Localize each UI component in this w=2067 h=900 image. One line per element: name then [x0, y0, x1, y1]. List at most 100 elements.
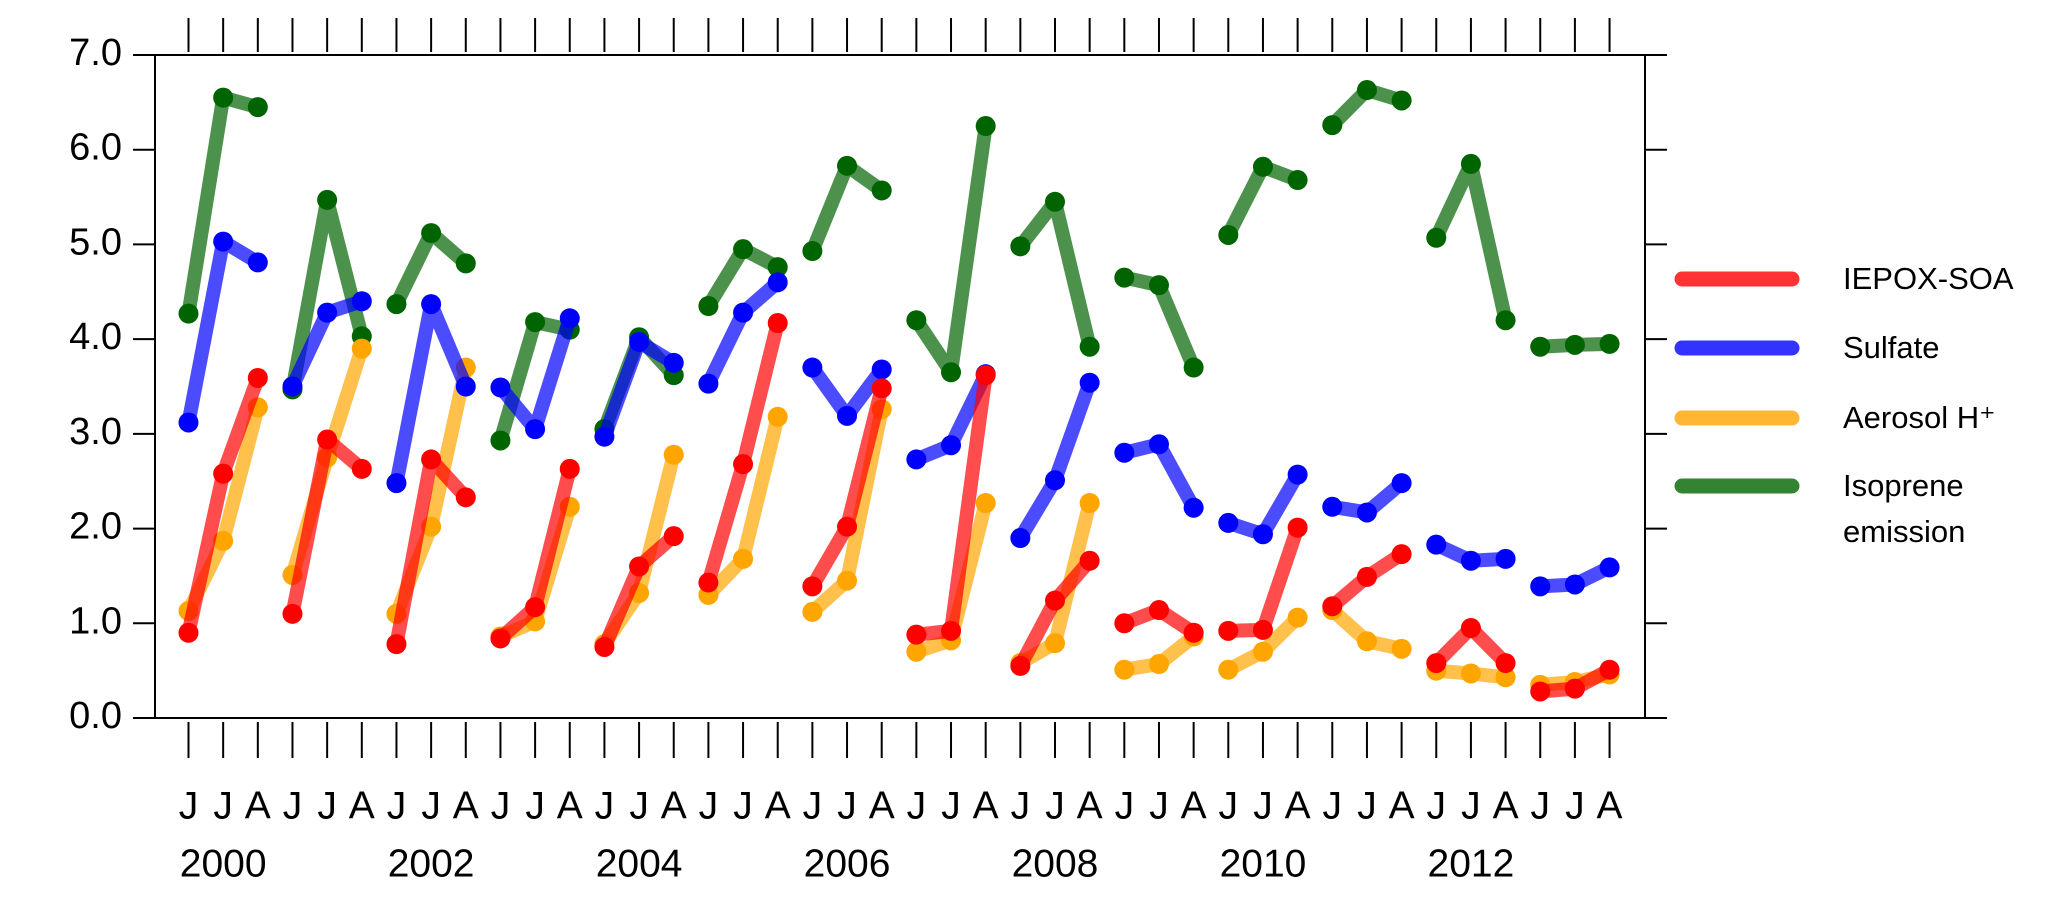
x-tick-label: J — [317, 784, 337, 827]
point — [1218, 512, 1239, 533]
point — [767, 406, 788, 427]
point — [1045, 633, 1065, 654]
point — [663, 526, 684, 547]
y-tick-label: 6.0 — [69, 127, 122, 169]
point — [455, 376, 476, 397]
point — [802, 601, 823, 622]
point — [1148, 600, 1169, 621]
point — [386, 634, 407, 655]
x-tick-label: J — [491, 784, 511, 827]
point — [871, 359, 892, 380]
point — [559, 458, 580, 479]
y-tick-label: 0.0 — [69, 695, 122, 737]
point — [178, 303, 199, 324]
point — [1599, 659, 1620, 680]
series-line — [181, 90, 260, 315]
point — [906, 449, 927, 470]
point — [1356, 631, 1377, 652]
point — [698, 295, 719, 316]
point — [1391, 638, 1412, 659]
point — [1356, 566, 1377, 587]
point — [975, 492, 996, 513]
x-tick-label: A — [245, 784, 271, 827]
point — [1495, 310, 1516, 331]
x-tick-label: J — [525, 784, 545, 827]
point — [1460, 550, 1481, 571]
x-tick-label: J — [699, 784, 719, 827]
series-line — [181, 375, 265, 635]
y-tick-label: 2.0 — [69, 506, 122, 548]
point — [594, 636, 615, 657]
point — [1114, 659, 1135, 680]
year-label: 2008 — [1012, 842, 1099, 885]
point — [663, 444, 684, 465]
point — [837, 155, 858, 176]
point — [1183, 622, 1204, 643]
point — [1218, 224, 1239, 245]
series-line — [910, 125, 993, 380]
y-tick-label: 1.0 — [69, 600, 122, 642]
legend-label: Sulfate — [1843, 330, 1940, 365]
x-tick-label: J — [1565, 784, 1585, 827]
point — [1218, 659, 1239, 680]
point — [1252, 619, 1273, 640]
point — [629, 556, 650, 577]
point — [975, 116, 996, 137]
point — [247, 252, 268, 273]
point — [525, 597, 546, 618]
point — [1045, 590, 1065, 611]
point — [455, 253, 476, 274]
x-tick-label: J — [179, 784, 199, 827]
point — [1079, 492, 1100, 513]
point — [1322, 596, 1343, 617]
point — [1322, 115, 1343, 136]
point — [629, 331, 650, 352]
x-tick-label: J — [1011, 784, 1031, 827]
x-tick-label: J — [907, 784, 927, 827]
x-tick-label: A — [453, 784, 479, 827]
point — [1010, 528, 1031, 549]
x-tick-label: A — [1181, 784, 1207, 827]
point — [1183, 497, 1204, 518]
point — [1148, 275, 1169, 296]
point — [837, 405, 858, 426]
point — [282, 603, 303, 624]
x-tick-label: A — [1597, 784, 1623, 827]
y-tick-label: 5.0 — [69, 221, 122, 263]
y-tick-label: 4.0 — [69, 316, 122, 358]
x-tick-label: J — [1045, 784, 1065, 827]
point — [837, 516, 858, 537]
point — [490, 628, 511, 649]
x-tick-label: A — [349, 784, 375, 827]
x-tick-label: J — [387, 784, 407, 827]
point — [1079, 336, 1100, 357]
point — [767, 272, 788, 293]
point — [1010, 655, 1031, 676]
point — [351, 291, 372, 312]
series-line — [285, 432, 367, 616]
series-line — [1014, 380, 1097, 542]
x-tick-label: J — [595, 784, 615, 827]
x-tick-label: J — [1530, 784, 1550, 827]
point — [1460, 618, 1481, 639]
series-line — [389, 452, 471, 646]
point — [802, 357, 823, 378]
point — [1391, 90, 1412, 111]
point — [1564, 574, 1585, 595]
point — [975, 365, 996, 386]
point — [525, 419, 546, 440]
x-tick-label: A — [973, 784, 999, 827]
point — [178, 412, 199, 433]
point — [490, 377, 511, 398]
point — [1495, 653, 1516, 674]
point — [213, 87, 234, 108]
point — [1426, 227, 1447, 248]
point — [1183, 357, 1204, 378]
point — [282, 376, 303, 397]
x-tick-label: J — [1219, 784, 1239, 827]
point — [1218, 620, 1239, 641]
year-label: 2002 — [388, 842, 475, 885]
point — [178, 622, 199, 643]
x-tick-label: A — [557, 784, 583, 827]
